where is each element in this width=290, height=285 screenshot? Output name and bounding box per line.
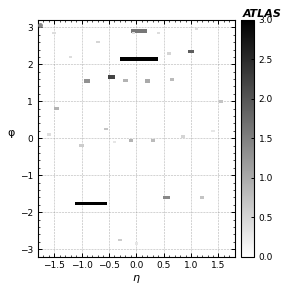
Bar [75,202,107,205]
Bar [55,107,59,110]
X-axis label: η: η [133,273,140,283]
Bar [181,135,185,138]
Bar [47,133,50,136]
Bar [145,79,150,83]
Bar [120,57,158,61]
Bar [108,76,115,79]
Bar [79,144,84,147]
Y-axis label: φ: φ [8,128,15,138]
Bar [131,29,147,33]
Bar [129,139,133,142]
Bar [167,52,171,54]
Bar [151,139,155,142]
Bar [200,196,204,199]
Bar [96,41,100,43]
Bar [219,100,223,103]
Bar [123,80,128,82]
Bar [211,130,215,132]
Bar [84,79,90,83]
Bar [118,239,122,241]
Bar [52,32,56,34]
Bar [132,32,135,34]
Bar [195,28,198,30]
Bar [170,78,174,81]
Bar [113,141,116,143]
Bar [188,50,194,53]
Bar [104,127,108,131]
Text: ATLAS: ATLAS [242,9,281,19]
Bar [135,243,138,245]
Bar [163,196,170,199]
Bar [157,32,160,34]
Bar [69,56,72,58]
